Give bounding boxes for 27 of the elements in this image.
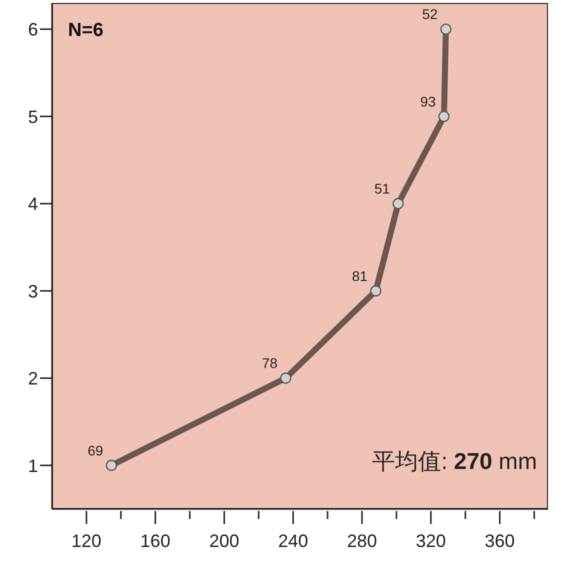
x-tick-label: 120 <box>71 531 102 551</box>
x-tick-label: 320 <box>416 531 446 551</box>
y-tick-label: 1 <box>28 456 38 476</box>
annotation: N=6 <box>68 20 104 41</box>
x-tick-label: 280 <box>346 531 378 551</box>
annotation: 93 <box>420 93 436 110</box>
x-tick-label: 200 <box>209 531 240 551</box>
point <box>106 460 118 471</box>
annotation: 78 <box>262 355 278 372</box>
x-tick-label: 360 <box>484 531 515 551</box>
annotation: 51 <box>374 180 390 197</box>
point <box>392 198 404 210</box>
annotation: 平均值: 270 mm <box>372 448 537 474</box>
y-tick-label: 3 <box>28 281 38 302</box>
point <box>440 24 452 35</box>
annotation: 52 <box>422 6 438 22</box>
x-tick-label: 160 <box>140 531 170 551</box>
point <box>280 372 292 384</box>
annotation: 81 <box>352 268 368 284</box>
point <box>438 110 450 122</box>
y-tick-label: 5 <box>28 106 38 127</box>
y-tick-label: 4 <box>28 194 38 214</box>
y-tick-label: 6 <box>28 20 38 40</box>
annotation: 69 <box>88 442 104 458</box>
point <box>370 285 382 296</box>
y-tick-label: 2 <box>28 368 38 389</box>
x-tick-label: 240 <box>278 531 308 551</box>
